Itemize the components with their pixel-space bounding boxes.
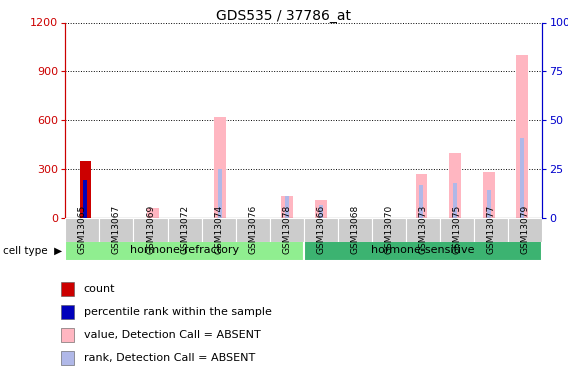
Bar [147, 208, 158, 218]
Bar [236, 217, 270, 242]
Text: hormone-sensitive: hormone-sensitive [371, 245, 475, 255]
Bar [270, 217, 304, 242]
Bar [416, 174, 427, 217]
Bar [61, 328, 74, 342]
Bar [319, 204, 323, 218]
Bar [83, 180, 87, 218]
Bar [61, 351, 74, 365]
Bar [474, 217, 508, 242]
Text: hormone-refractory: hormone-refractory [130, 245, 239, 255]
Text: GSM13077: GSM13077 [487, 205, 496, 254]
Text: GSM13076: GSM13076 [248, 205, 257, 254]
Bar [449, 153, 461, 218]
Bar [406, 217, 440, 242]
Bar [487, 190, 491, 217]
Bar [304, 217, 338, 242]
Bar [516, 55, 528, 217]
Text: GSM13079: GSM13079 [521, 205, 530, 254]
Bar [218, 169, 222, 217]
Text: GSM13069: GSM13069 [146, 205, 155, 254]
Bar [440, 217, 474, 242]
Text: GSM13067: GSM13067 [112, 205, 121, 254]
Bar [281, 196, 293, 217]
Bar [520, 138, 524, 218]
Text: GSM13073: GSM13073 [419, 205, 428, 254]
Bar [80, 160, 91, 218]
Bar [133, 217, 168, 242]
Bar [61, 305, 74, 319]
Text: value, Detection Call = ABSENT: value, Detection Call = ABSENT [84, 330, 261, 340]
Bar [65, 217, 99, 242]
Text: cell type  ▶: cell type ▶ [3, 246, 62, 256]
Bar [338, 217, 372, 242]
Bar [304, 240, 542, 261]
Bar [202, 217, 236, 242]
Bar [453, 183, 457, 218]
Bar [483, 172, 495, 217]
Text: rank, Detection Call = ABSENT: rank, Detection Call = ABSENT [84, 353, 255, 363]
Text: GSM13074: GSM13074 [214, 205, 223, 254]
Text: percentile rank within the sample: percentile rank within the sample [84, 307, 272, 317]
Bar [65, 240, 304, 261]
Text: GDS535 / 37786_at: GDS535 / 37786_at [216, 9, 352, 23]
Text: GSM13068: GSM13068 [350, 205, 360, 254]
Text: GSM13065: GSM13065 [78, 205, 87, 254]
Text: GSM13078: GSM13078 [282, 205, 291, 254]
Bar [214, 117, 225, 218]
Bar [61, 282, 74, 296]
Bar [508, 217, 542, 242]
Text: GSM13070: GSM13070 [385, 205, 394, 254]
Bar [99, 217, 133, 242]
Bar [168, 217, 202, 242]
Text: GSM13075: GSM13075 [453, 205, 462, 254]
Bar [419, 185, 424, 218]
Text: count: count [84, 284, 115, 294]
Text: GSM13066: GSM13066 [316, 205, 325, 254]
Bar [285, 196, 289, 217]
Text: GSM13072: GSM13072 [180, 205, 189, 254]
Bar [372, 217, 406, 242]
Bar [315, 200, 327, 217]
